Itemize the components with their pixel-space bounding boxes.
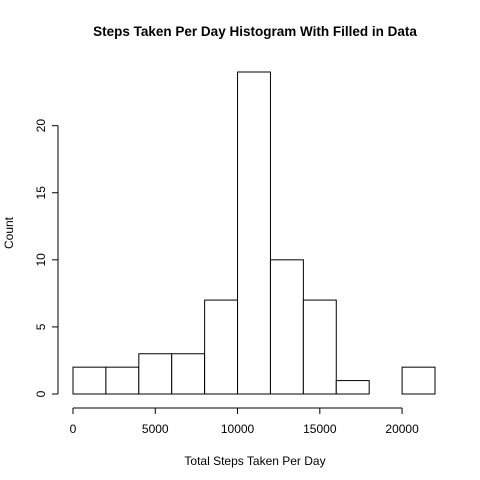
histogram-bar-2 [138, 353, 173, 395]
y-tick-label-2: 10 [34, 253, 48, 267]
histogram-bar-8 [335, 380, 370, 395]
x-axis: 0 5000 10000 15000 20000 [70, 407, 419, 436]
x-tick-label-3: 15000 [303, 422, 337, 436]
y-axis: 0 5 10 15 20 [34, 119, 59, 397]
x-axis-label: Total Steps Taken Per Day [184, 454, 325, 468]
histogram-bar-0 [72, 366, 107, 395]
x-tick-label-2: 10000 [221, 422, 255, 436]
x-tick-label-4: 20000 [385, 422, 419, 436]
x-tick-label-1: 5000 [142, 422, 169, 436]
histogram-bar-1 [105, 366, 140, 395]
y-tick-label-1: 5 [34, 323, 48, 330]
x-tick-label-0: 0 [70, 422, 77, 436]
y-tick-label-3: 15 [34, 186, 48, 200]
histogram-bar-6 [269, 259, 304, 395]
histogram-bar-3 [171, 353, 206, 395]
y-axis-label: Count [2, 216, 16, 249]
bars-group [72, 71, 436, 395]
histogram-bar-4 [204, 299, 239, 395]
histogram-bar-5 [237, 71, 271, 395]
histogram-bar-10 [401, 366, 436, 395]
chart-title: Steps Taken Per Day Histogram With Fille… [93, 24, 417, 39]
y-tick-label-4: 20 [34, 119, 48, 133]
y-tick-label-0: 0 [34, 390, 48, 397]
histogram-bar-7 [302, 299, 337, 395]
